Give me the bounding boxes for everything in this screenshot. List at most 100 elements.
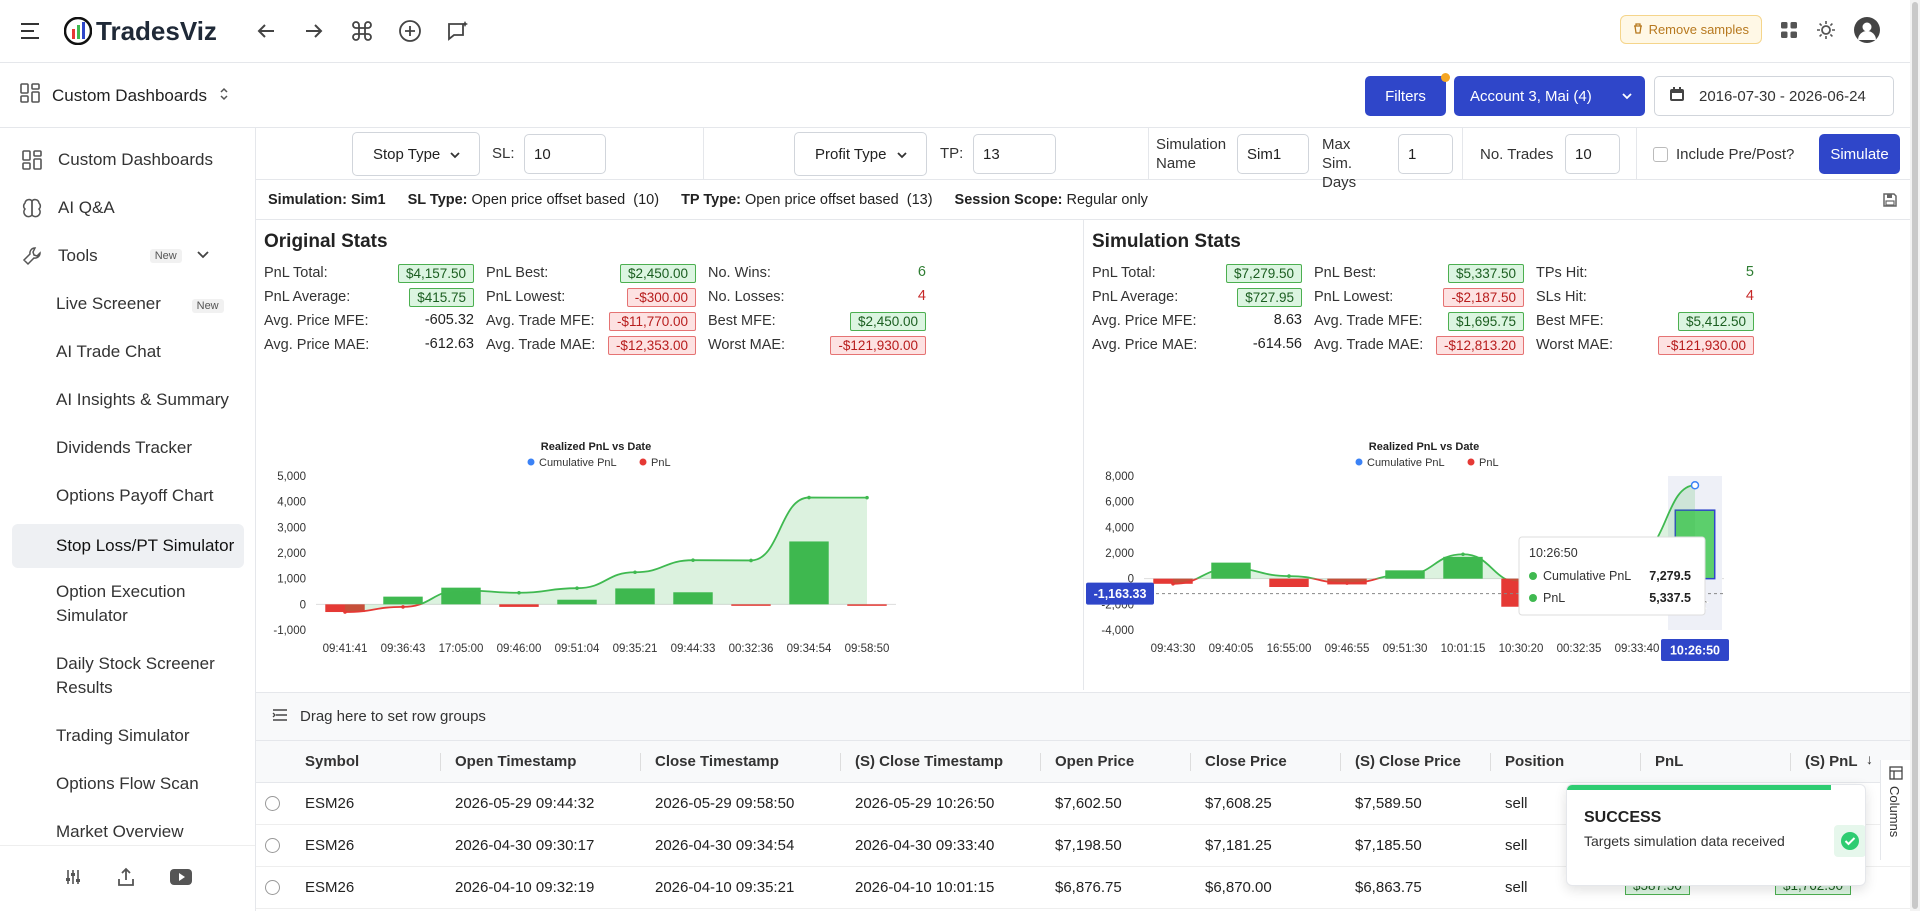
remove-samples-button[interactable]: Remove samples [1619, 15, 1762, 44]
x-tick-label: 00:32:35 [1557, 643, 1602, 655]
pnl-bar [325, 604, 365, 613]
column-header[interactable]: Symbol [305, 753, 360, 770]
column-header[interactable]: Close Timestamp [655, 753, 779, 770]
pnl-chart: Realized PnL vs Date Cumulative PnL PnL 5,0… [273, 441, 896, 655]
date-range-picker[interactable]: 2016-07-30 - 2026-06-24 [1654, 76, 1894, 116]
wrench-icon [20, 244, 44, 268]
sidebar-item-trading-simulator[interactable]: Trading Simulator [56, 726, 190, 745]
account-selector[interactable]: Account 3, Mai (4) [1454, 76, 1645, 116]
original-stat-label: Avg. Price MFE: [264, 313, 369, 329]
original-stats-title: Original Stats [264, 231, 388, 252]
sidebar-item-custom-dashboards[interactable]: Custom Dashboards [12, 148, 244, 172]
sidebar-item-daily-screener[interactable]: Daily Stock Screener Results [56, 654, 215, 697]
cumulative-point [865, 495, 869, 500]
sl-input[interactable]: 10 [524, 134, 606, 174]
app-logo[interactable]: TradesViz [64, 16, 217, 47]
cumulative-point [575, 586, 579, 590]
sidebar-item-live-screener[interactable]: Live Screener New [12, 292, 244, 318]
filters-button[interactable]: Filters [1365, 73, 1450, 116]
column-header[interactable]: Open Price [1055, 753, 1135, 770]
sim-name-input[interactable]: Sim1 [1237, 134, 1309, 174]
arrow-right-icon[interactable] [301, 18, 327, 44]
sidebar-item-option-execution[interactable]: Option Execution Simulator [56, 582, 186, 625]
pnl-bar [1153, 578, 1193, 584]
sidebar-item-ai-qa[interactable]: AI Q&A [12, 196, 244, 220]
sidebar-item-dividends-tracker[interactable]: Dividends Tracker [56, 438, 193, 457]
stop-type-dropdown[interactable]: Stop Type [352, 132, 480, 176]
save-icon[interactable] [1882, 192, 1898, 212]
original-stat-value: $4,157.50 [397, 264, 474, 283]
cumulative-area [345, 497, 867, 613]
success-toast[interactable]: SUCCESS Targets simulation data received [1566, 784, 1866, 886]
sliders-icon[interactable] [64, 868, 82, 890]
sidebar-item-ai-trade-chat[interactable]: AI Trade Chat [56, 342, 161, 361]
chart-title: Realized PnL vs Date [1369, 441, 1479, 453]
avatar[interactable] [1854, 16, 1880, 43]
column-divider[interactable] [1190, 753, 1191, 771]
legend-label: PnL [651, 457, 671, 469]
sort-down-icon[interactable]: ↓ [1866, 751, 1873, 767]
cumulative-point [401, 605, 405, 609]
column-divider[interactable] [1790, 753, 1791, 771]
sidebar-item-options-payoff[interactable]: Options Payoff Chart [56, 486, 214, 505]
original-stat-label: PnL Best: [486, 265, 549, 281]
legend-label: PnL [1479, 457, 1499, 469]
ai-chat-icon[interactable] [445, 18, 471, 44]
sun-icon[interactable] [1816, 20, 1836, 40]
column-header[interactable]: PnL [1655, 753, 1684, 770]
sidebar-item-tools[interactable]: Tools New [12, 244, 244, 268]
column-divider[interactable] [640, 753, 641, 771]
column-header[interactable]: Close Price [1205, 753, 1287, 770]
column-divider[interactable] [1040, 753, 1041, 771]
no-trades-input[interactable]: 10 [1565, 134, 1620, 174]
original-stat-value: -612.63 [424, 336, 474, 352]
column-divider[interactable] [840, 753, 841, 771]
column-divider[interactable] [1340, 753, 1341, 771]
sidebar-item-market-overview[interactable]: Market Overview [56, 822, 184, 841]
row-select-radio[interactable] [265, 880, 280, 895]
menu-icon[interactable] [20, 19, 44, 43]
row-select-radio[interactable] [265, 838, 280, 853]
row-group-drop-zone[interactable]: Drag here to set row groups [256, 692, 1920, 741]
sidebar: Custom Dashboards AI Q&A Tools New Live … [0, 128, 256, 911]
sidebar-item-ai-insights[interactable]: AI Insights & Summary [56, 390, 229, 409]
page-scrollbar[interactable] [1910, 0, 1920, 911]
arrow-left-icon[interactable] [253, 18, 279, 44]
profit-type-dropdown[interactable]: Profit Type [794, 132, 927, 176]
column-divider[interactable] [1490, 753, 1491, 771]
column-divider[interactable] [1640, 753, 1641, 771]
sidebar-item-stop-loss-simulator[interactable]: Stop Loss/PT Simulator [12, 524, 244, 568]
command-icon[interactable] [349, 18, 375, 44]
original-stat-label: No. Losses: [708, 289, 785, 305]
column-header[interactable]: (S) Close Timestamp [855, 753, 1004, 770]
table-cell: 2026-04-30 09:30:17 [455, 837, 595, 854]
trash-icon [1633, 22, 1643, 37]
simulate-button[interactable]: Simulate [1819, 134, 1900, 174]
column-divider[interactable] [440, 753, 441, 771]
max-days-input[interactable]: 1 [1398, 134, 1453, 174]
dashboard-selector[interactable]: Custom Dashboards [20, 83, 229, 108]
column-header[interactable]: Position [1505, 753, 1565, 770]
column-header[interactable]: Open Timestamp [455, 753, 577, 770]
columns-panel-tab[interactable]: Columns [1880, 760, 1910, 860]
table-row[interactable]: ESM26 2026-04-30 09:30:17 2026-04-30 09:34… [256, 825, 1920, 867]
youtube-icon[interactable] [170, 868, 192, 889]
table-row[interactable]: ESM26 2026-05-29 09:44:32 2026-05-29 09:58… [256, 783, 1920, 825]
simulation-stat-value: 4 [1745, 288, 1754, 304]
include-pre-post-checkbox[interactable] [1653, 147, 1668, 162]
tp-input[interactable]: 13 [973, 134, 1056, 174]
column-header[interactable]: (S) Close Price [1355, 753, 1461, 770]
pnl-bar [1211, 562, 1251, 579]
sidebar-item-options-flow[interactable]: Options Flow Scan [56, 774, 199, 793]
crosshair-y-label [1086, 582, 1154, 605]
row-select-radio[interactable] [265, 796, 280, 811]
column-header[interactable]: (S) PnL [1805, 753, 1858, 770]
table-cell: $7,589.50 [1355, 795, 1422, 812]
table-cell: 2026-05-29 09:44:32 [455, 795, 595, 812]
x-tick-label: 09:40:05 [1209, 643, 1254, 655]
x-tick-label: 09:46:55 [1325, 643, 1370, 655]
apps-grid-icon[interactable] [1780, 21, 1798, 39]
add-circle-icon[interactable] [397, 18, 423, 44]
share-icon[interactable] [116, 867, 136, 891]
y-tick-label: 5,000 [277, 471, 306, 483]
